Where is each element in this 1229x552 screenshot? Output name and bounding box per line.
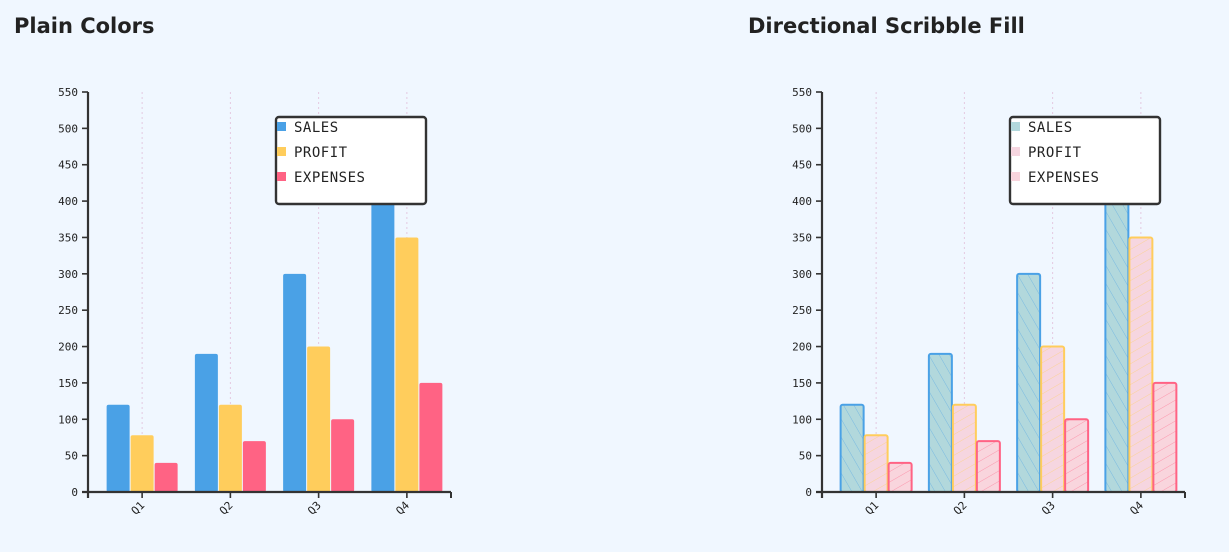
- y-tick-label: 300: [792, 268, 812, 281]
- bar-profit-q4: [1128, 236, 1154, 493]
- y-tick-label: 0: [805, 486, 812, 499]
- y-tick-label: 550: [792, 86, 812, 99]
- bar-expenses-q4: [419, 382, 443, 492]
- y-tick-label: 450: [792, 159, 812, 172]
- bar-expenses-q3: [331, 419, 355, 492]
- x-tick-label: Q2: [217, 499, 236, 518]
- bar-sales-q1: [106, 404, 130, 492]
- legend-box: [1008, 115, 1162, 206]
- bar-expenses-q4: [1152, 381, 1178, 493]
- y-tick-label: 150: [58, 377, 78, 390]
- chart-title: Directional Scribble Fill: [748, 14, 1025, 38]
- legend-swatch-expenses: [1011, 172, 1020, 181]
- y-tick-label: 250: [792, 304, 812, 317]
- bar-sales-q2: [927, 352, 953, 493]
- legend-swatch-expenses: [277, 172, 286, 181]
- legend-label-expenses: EXPENSES: [1028, 170, 1099, 186]
- y-tick-label: 400: [58, 195, 78, 208]
- bar-expenses-q3: [1064, 418, 1090, 494]
- bar-profit-q3: [1040, 345, 1066, 493]
- legend-swatch-sales: [1011, 122, 1020, 131]
- chart-title: Plain Colors: [14, 14, 155, 38]
- x-tick-label: Q4: [1127, 499, 1146, 518]
- y-tick-label: 550: [58, 86, 78, 99]
- y-tick-label: 0: [71, 486, 78, 499]
- y-tick-label: 500: [58, 122, 78, 135]
- y-tick-label: 50: [65, 450, 78, 463]
- bar-chart-plain: 0 50 100 150 200 250 300 350 400 450 500 550 Q1 Q2 Q3 Q…: [58, 86, 452, 518]
- bar-sales-q3: [1016, 272, 1042, 493]
- chart-panel-scribble: Directional Scribble Fill 0 50 100 150 200 25…: [734, 0, 1229, 552]
- legend-label-sales: SALES: [1028, 120, 1073, 136]
- legend-label-profit: PROFIT: [1028, 145, 1082, 161]
- y-tick-label: 200: [792, 341, 812, 354]
- y-tick-label: 100: [792, 413, 812, 426]
- bar-expenses-q1: [154, 462, 178, 492]
- legend-label-expenses: EXPENSES: [294, 170, 365, 186]
- y-tick-label: 50: [799, 450, 812, 463]
- y-tick-label: 450: [58, 159, 78, 172]
- bar-profit-q3: [307, 346, 331, 492]
- y-tick-label: 150: [792, 377, 812, 390]
- x-tick-label: Q4: [393, 499, 412, 518]
- y-tick-label: 100: [58, 413, 78, 426]
- y-tick-label: 200: [58, 341, 78, 354]
- y-tick-label: 400: [792, 195, 812, 208]
- bar-profit-q2: [951, 403, 977, 493]
- legend-label-profit: PROFIT: [294, 145, 348, 161]
- bar-expenses-q1: [887, 461, 913, 493]
- y-tick-label: 300: [58, 268, 78, 281]
- x-tick-label: Q2: [951, 499, 970, 518]
- y-tick-label: 250: [58, 304, 78, 317]
- bar-sales-q4: [371, 128, 395, 492]
- bar-profit-q1: [863, 434, 889, 494]
- legend-swatch-profit: [277, 147, 286, 156]
- legend-swatch-sales: [277, 122, 286, 131]
- bar-sales-q2: [194, 353, 218, 492]
- bar-sales-q3: [283, 273, 307, 492]
- x-tick-label: Q1: [863, 499, 882, 518]
- bar-sales-q1: [839, 403, 865, 493]
- bar-expenses-q2: [242, 441, 266, 492]
- legend-label-sales: SALES: [294, 120, 339, 136]
- y-tick-label: 500: [792, 122, 812, 135]
- chart-panel-plain: Plain Colors 0 50 100 150 200 250 300 350 400 450…: [0, 0, 600, 552]
- y-tick-label: 350: [792, 231, 812, 244]
- y-tick-label: 350: [58, 231, 78, 244]
- legend-swatch-profit: [1011, 147, 1020, 156]
- bar-profit-q1: [130, 435, 154, 492]
- legend-box: [274, 115, 428, 206]
- x-tick-label: Q3: [305, 499, 324, 518]
- bar-profit-q2: [218, 404, 242, 492]
- bar-chart-scribble: 0 50 100 150 200 250 300 350 400 450 500 550 Q1 Q2 Q3 Q…: [792, 86, 1186, 518]
- x-tick-label: Q3: [1039, 499, 1058, 518]
- bar-expenses-q2: [975, 440, 1001, 494]
- bar-profit-q4: [395, 237, 419, 492]
- x-tick-label: Q1: [129, 499, 148, 518]
